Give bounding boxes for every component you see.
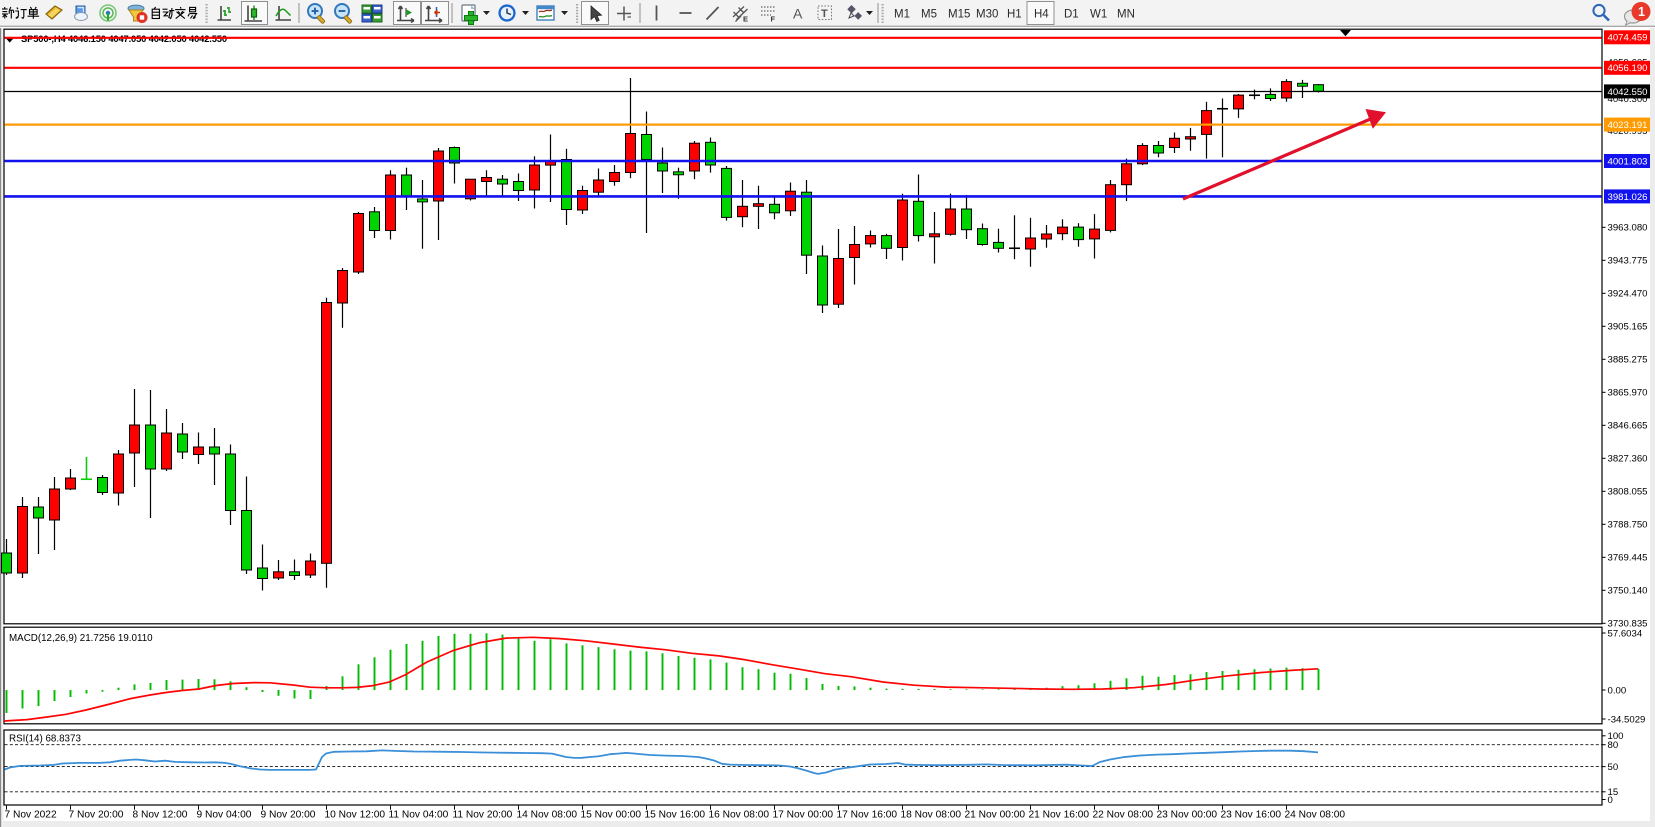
svg-text:MN: MN xyxy=(1117,9,1135,21)
svg-text:8 Nov 12:00: 8 Nov 12:00 xyxy=(133,810,188,821)
svg-text:24 Nov 08:00: 24 Nov 08:00 xyxy=(1285,810,1346,821)
svg-text:21 Nov 00:00: 21 Nov 00:00 xyxy=(965,810,1026,821)
svg-text:4023.191: 4023.191 xyxy=(1608,120,1648,131)
svg-text:14 Nov 08:00: 14 Nov 08:00 xyxy=(517,810,578,821)
svg-text:15: 15 xyxy=(1608,787,1619,798)
svg-text:M5: M5 xyxy=(921,9,937,21)
svg-text:11 Nov 20:00: 11 Nov 20:00 xyxy=(453,810,513,821)
svg-text:M15: M15 xyxy=(948,9,970,21)
svg-text:23 Nov 00:00: 23 Nov 00:00 xyxy=(1157,810,1218,821)
svg-text:4074.459: 4074.459 xyxy=(1608,33,1648,44)
svg-text:22 Nov 08:00: 22 Nov 08:00 xyxy=(1093,810,1154,821)
svg-text:3846.665: 3846.665 xyxy=(1608,421,1648,432)
svg-text:3769.445: 3769.445 xyxy=(1608,553,1648,564)
svg-text:3885.275: 3885.275 xyxy=(1608,355,1648,366)
svg-text:3924.470: 3924.470 xyxy=(1608,289,1648,300)
svg-text:3750.140: 3750.140 xyxy=(1608,586,1648,597)
svg-text:11 Nov 04:00: 11 Nov 04:00 xyxy=(389,810,449,821)
svg-text:H4: H4 xyxy=(1034,9,1049,21)
svg-text:M30: M30 xyxy=(976,9,998,21)
svg-text:100: 100 xyxy=(1608,731,1624,742)
svg-text:3808.055: 3808.055 xyxy=(1608,487,1648,498)
svg-text:3905.165: 3905.165 xyxy=(1608,322,1648,333)
svg-text:4042.550: 4042.550 xyxy=(1608,87,1648,98)
svg-text:0.00: 0.00 xyxy=(1608,685,1627,696)
svg-text:RSI(14) 68.8373: RSI(14) 68.8373 xyxy=(9,734,81,745)
svg-text:23 Nov 16:00: 23 Nov 16:00 xyxy=(1221,810,1282,821)
svg-text:3827.360: 3827.360 xyxy=(1608,454,1648,465)
svg-text:50: 50 xyxy=(1608,762,1619,773)
svg-text:MACD(12,26,9) 21.7256 19.0110: MACD(12,26,9) 21.7256 19.0110 xyxy=(9,633,153,644)
svg-text:H1: H1 xyxy=(1007,9,1022,21)
svg-text:-34.5029: -34.5029 xyxy=(1608,714,1646,725)
svg-text:17 Nov 16:00: 17 Nov 16:00 xyxy=(837,810,898,821)
svg-text:3963.080: 3963.080 xyxy=(1608,223,1648,234)
svg-text:E: E xyxy=(743,15,748,24)
svg-text:3788.750: 3788.750 xyxy=(1608,520,1648,531)
svg-text:9 Nov 04:00: 9 Nov 04:00 xyxy=(197,810,252,821)
svg-text:15 Nov 00:00: 15 Nov 00:00 xyxy=(581,810,642,821)
svg-text:4001.803: 4001.803 xyxy=(1608,156,1648,167)
svg-text:T: T xyxy=(821,8,828,20)
svg-text:57.6034: 57.6034 xyxy=(1608,628,1643,639)
svg-text:21 Nov 16:00: 21 Nov 16:00 xyxy=(1029,810,1090,821)
svg-text:D1: D1 xyxy=(1064,9,1079,21)
svg-text:3730.835: 3730.835 xyxy=(1608,619,1648,630)
svg-text:7 Nov 20:00: 7 Nov 20:00 xyxy=(69,810,124,821)
svg-text:3981.026: 3981.026 xyxy=(1608,192,1648,203)
svg-text:7 Nov 2022: 7 Nov 2022 xyxy=(5,810,57,821)
svg-text:18 Nov 08:00: 18 Nov 08:00 xyxy=(901,810,962,821)
svg-text:4040.300: 4040.300 xyxy=(1608,94,1648,105)
svg-text:17 Nov 00:00: 17 Nov 00:00 xyxy=(773,810,834,821)
svg-text:M1: M1 xyxy=(894,9,910,21)
svg-text:16 Nov 08:00: 16 Nov 08:00 xyxy=(709,810,770,821)
svg-text:80: 80 xyxy=(1608,740,1619,751)
svg-text:A: A xyxy=(793,6,803,22)
svg-text:F: F xyxy=(771,15,776,24)
svg-text:3943.775: 3943.775 xyxy=(1608,256,1648,267)
svg-text:10 Nov 12:00: 10 Nov 12:00 xyxy=(325,810,386,821)
svg-text:1: 1 xyxy=(1638,5,1645,19)
svg-text:4056.190: 4056.190 xyxy=(1608,63,1648,74)
svg-text:3865.970: 3865.970 xyxy=(1608,388,1648,399)
svg-text:W1: W1 xyxy=(1090,9,1107,21)
svg-text:9 Nov 20:00: 9 Nov 20:00 xyxy=(261,810,316,821)
svg-text:0: 0 xyxy=(1608,795,1613,806)
svg-text:15 Nov 16:00: 15 Nov 16:00 xyxy=(645,810,706,821)
